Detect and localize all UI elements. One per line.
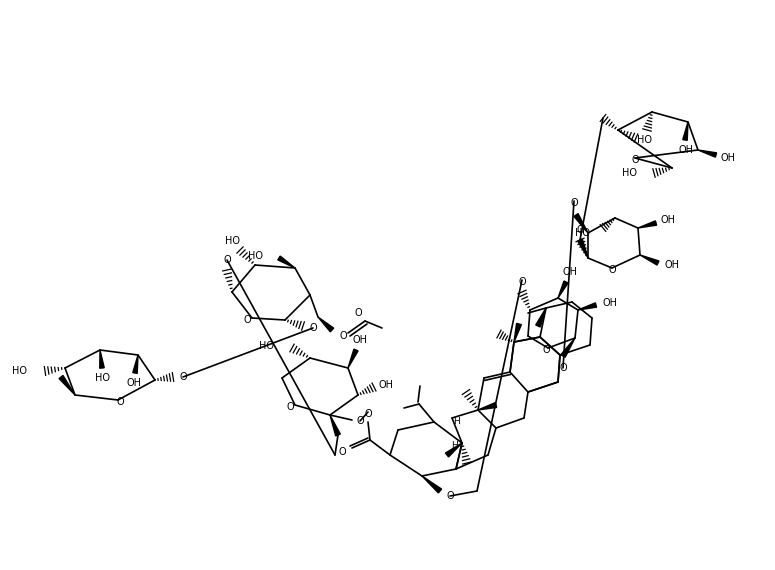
- Text: HO: HO: [95, 373, 109, 383]
- Text: HO: HO: [226, 236, 240, 246]
- Polygon shape: [422, 476, 442, 493]
- Text: O: O: [354, 308, 362, 318]
- Text: OH: OH: [721, 153, 735, 163]
- Text: O: O: [179, 372, 187, 382]
- Polygon shape: [698, 150, 717, 157]
- Polygon shape: [683, 122, 688, 140]
- Polygon shape: [640, 255, 659, 265]
- Text: O: O: [560, 363, 567, 373]
- Text: O: O: [631, 155, 639, 165]
- Text: OH: OH: [563, 267, 577, 277]
- Text: OH: OH: [602, 298, 618, 308]
- Polygon shape: [561, 338, 575, 357]
- Polygon shape: [536, 308, 546, 327]
- Polygon shape: [478, 402, 497, 410]
- Text: OH: OH: [353, 335, 367, 345]
- Text: OH: OH: [678, 145, 694, 155]
- Text: O: O: [576, 225, 584, 235]
- Text: O: O: [446, 491, 454, 501]
- Text: O: O: [223, 255, 231, 265]
- Polygon shape: [638, 221, 656, 228]
- Polygon shape: [318, 317, 334, 332]
- Text: O: O: [364, 409, 372, 419]
- Text: OH: OH: [378, 380, 394, 390]
- Text: O: O: [356, 416, 363, 426]
- Polygon shape: [277, 256, 295, 268]
- Text: O: O: [608, 265, 616, 275]
- Text: O: O: [339, 331, 347, 341]
- Text: OH: OH: [664, 260, 680, 270]
- Text: OH: OH: [660, 215, 676, 225]
- Text: HO: HO: [575, 228, 590, 238]
- Text: HO: HO: [622, 168, 637, 178]
- Polygon shape: [133, 355, 138, 373]
- Text: O: O: [338, 447, 346, 457]
- Polygon shape: [330, 415, 340, 436]
- Text: H: H: [453, 417, 460, 425]
- Polygon shape: [578, 303, 597, 310]
- Text: O: O: [286, 402, 294, 412]
- Text: O: O: [518, 277, 525, 287]
- Text: H: H: [450, 441, 457, 450]
- Text: HO: HO: [636, 135, 652, 145]
- Text: HO: HO: [259, 341, 274, 351]
- Text: O: O: [309, 323, 317, 333]
- Text: O: O: [243, 315, 251, 325]
- Text: HO: HO: [12, 366, 27, 376]
- Polygon shape: [59, 376, 75, 395]
- Text: O: O: [570, 198, 578, 208]
- Polygon shape: [574, 214, 588, 233]
- Polygon shape: [558, 281, 568, 298]
- Polygon shape: [577, 239, 588, 258]
- Polygon shape: [446, 443, 462, 457]
- Text: O: O: [542, 345, 549, 355]
- Text: OH: OH: [126, 378, 142, 388]
- Text: HO: HO: [248, 251, 263, 261]
- Polygon shape: [514, 323, 522, 342]
- Text: O: O: [116, 397, 124, 407]
- Polygon shape: [348, 349, 358, 368]
- Polygon shape: [100, 350, 104, 368]
